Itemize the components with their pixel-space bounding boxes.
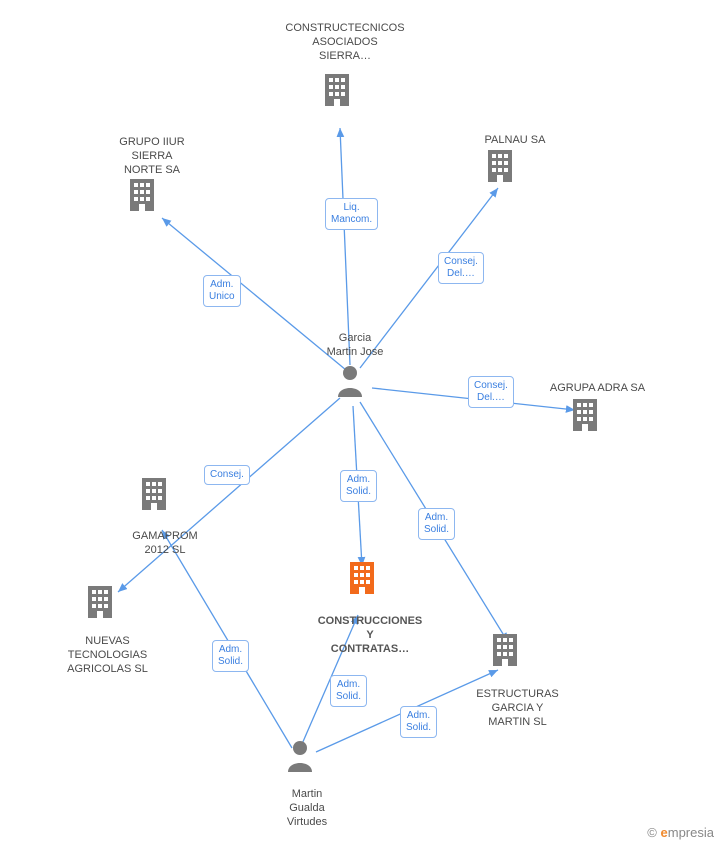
- building-icon: [489, 632, 521, 668]
- copyright-symbol: ©: [647, 825, 657, 840]
- edge-label: Adm. Solid.: [400, 706, 437, 738]
- edge-label: Adm. Unico: [203, 275, 241, 307]
- edge-label: Adm. Solid.: [212, 640, 249, 672]
- building-icon: [346, 560, 378, 596]
- edge-line: [162, 530, 292, 748]
- node-label-estructuras: ESTRUCTURAS GARCIA Y MARTIN SL: [470, 688, 565, 729]
- watermark-brand: mpresia: [668, 825, 714, 840]
- building-icon: [138, 476, 170, 512]
- node-label-construcciones: CONSTRUCCIONES Y CONTRATAS…: [310, 615, 430, 656]
- node-label-grupo: GRUPO IIUR SIERRA NORTE SA: [112, 136, 192, 177]
- edge-label: Consej. Del.…: [438, 252, 484, 284]
- edges-canvas: [0, 0, 728, 850]
- edge-label: Liq. Mancom.: [325, 198, 378, 230]
- node-label-gamaprom: GAMAPROM 2012 SL: [125, 530, 205, 558]
- building-icon: [84, 584, 116, 620]
- node-label-nuevas: NUEVAS TECNOLOGIAS AGRICOLAS SL: [60, 635, 155, 676]
- watermark: © empresia: [647, 825, 714, 840]
- node-label-construc: CONSTRUCTECNICOS ASOCIADOS SIERRA…: [280, 22, 410, 63]
- node-label-palnau: PALNAU SA: [480, 134, 550, 148]
- person-icon: [335, 363, 365, 397]
- edge-label: Adm. Solid.: [330, 675, 367, 707]
- watermark-brand-initial: e: [661, 825, 668, 840]
- building-icon: [126, 177, 158, 213]
- building-icon: [321, 72, 353, 108]
- edge-line: [340, 128, 350, 365]
- node-label-garcia: Garcia Martin Jose: [315, 332, 395, 360]
- node-label-martin: Martin Gualda Virtudes: [272, 788, 342, 829]
- edge-label: Consej. Del.…: [468, 376, 514, 408]
- building-icon: [484, 148, 516, 184]
- edge-label: Consej.: [204, 465, 250, 485]
- edge-label: Adm. Solid.: [340, 470, 377, 502]
- person-icon: [285, 738, 315, 772]
- building-icon: [569, 397, 601, 433]
- edge-label: Adm. Solid.: [418, 508, 455, 540]
- node-label-agrupa: AGRUPA ADRA SA: [540, 382, 655, 396]
